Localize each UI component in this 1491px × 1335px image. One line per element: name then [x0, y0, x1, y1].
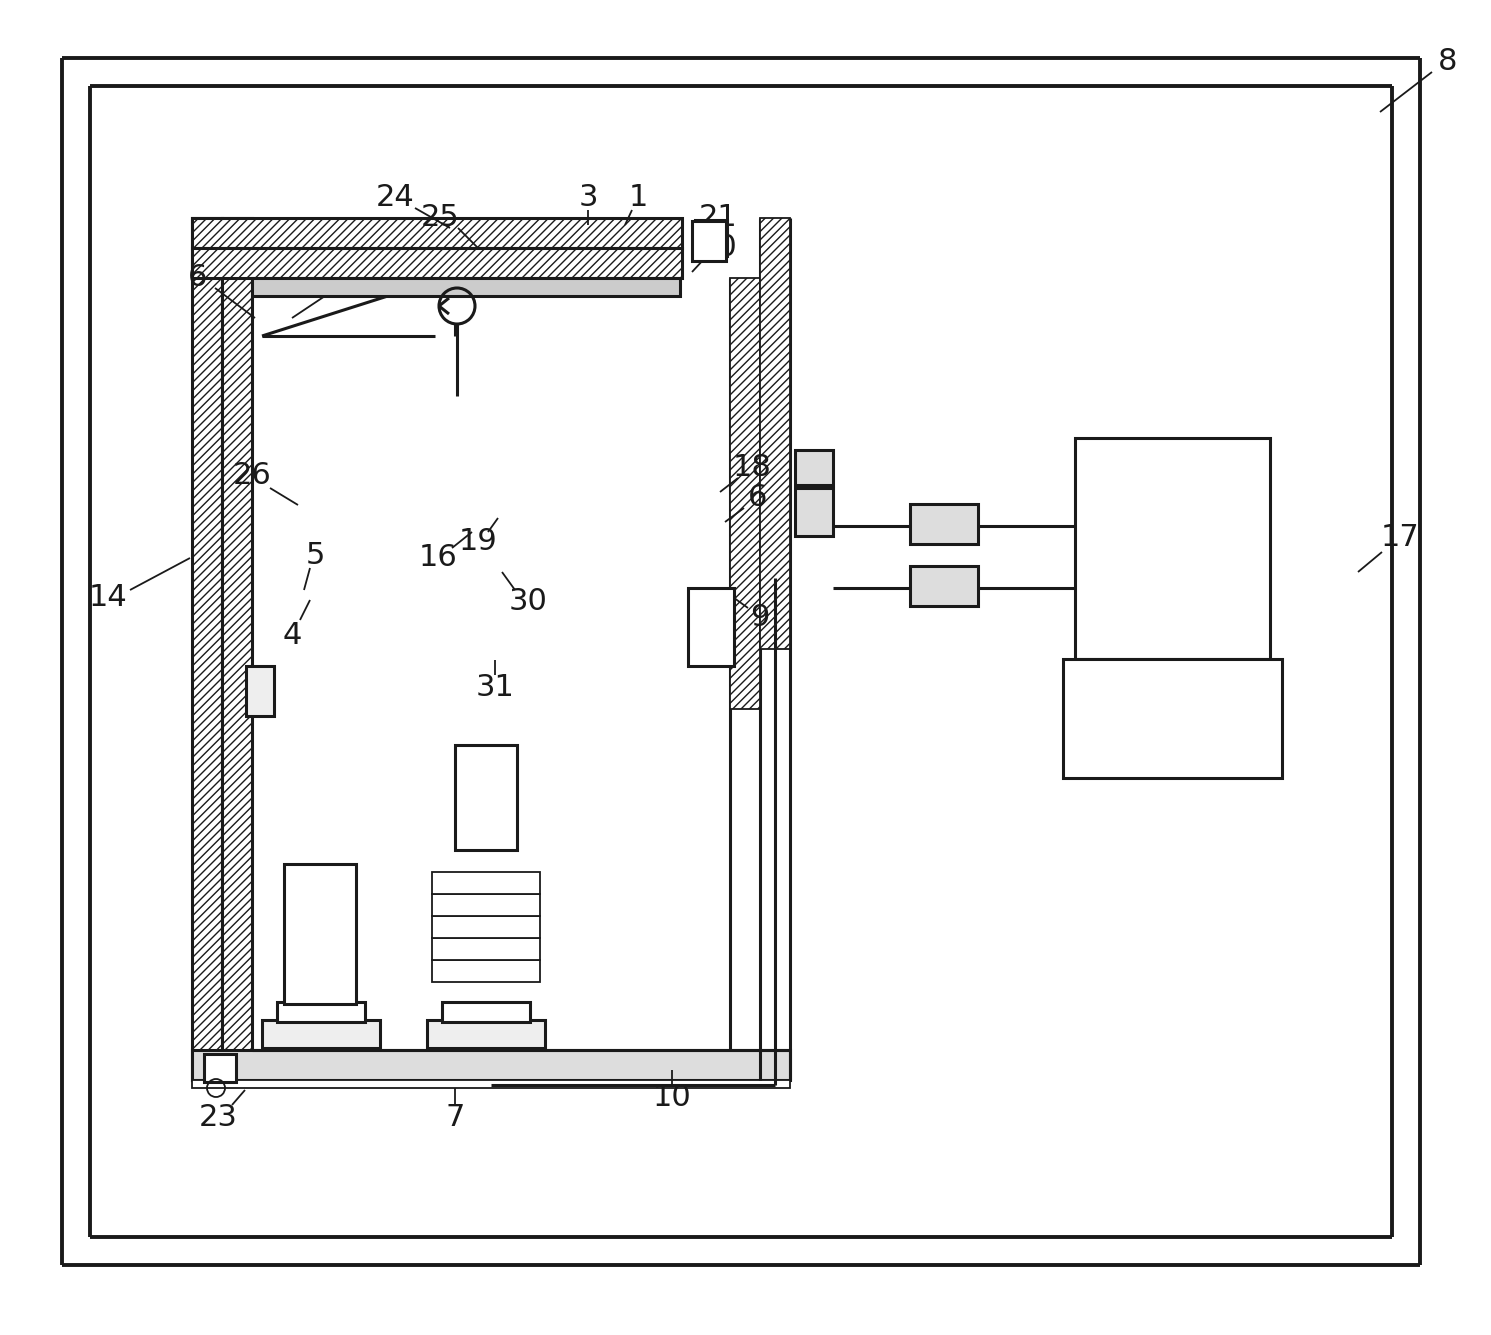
Bar [1063, 659, 1282, 778]
Bar [283, 864, 356, 1004]
Bar [432, 960, 540, 983]
Bar [760, 218, 790, 649]
Text: 21: 21 [699, 203, 738, 232]
Text: 6: 6 [188, 263, 207, 292]
Text: 17: 17 [1381, 523, 1419, 553]
Bar [252, 278, 680, 296]
Bar [204, 1055, 236, 1081]
Bar [192, 1080, 790, 1088]
Text: 14: 14 [88, 583, 127, 613]
Bar [687, 587, 734, 666]
Bar [695, 220, 728, 256]
Bar [192, 248, 683, 278]
Bar [910, 566, 978, 606]
Text: 6: 6 [748, 483, 768, 513]
Text: 23: 23 [198, 1104, 237, 1132]
Text: 9: 9 [750, 603, 769, 633]
Bar [455, 745, 517, 850]
Bar [432, 916, 540, 939]
Bar [262, 1020, 380, 1048]
Text: 20: 20 [699, 234, 738, 263]
Bar [692, 222, 726, 262]
Text: 16: 16 [419, 543, 458, 573]
Bar [795, 450, 833, 485]
Bar [192, 218, 683, 248]
Bar [1075, 438, 1270, 659]
Bar [192, 1051, 790, 1080]
Bar [432, 894, 540, 916]
Bar [426, 1020, 546, 1048]
Bar [731, 278, 760, 709]
Text: 4: 4 [282, 621, 301, 650]
Bar [441, 1003, 529, 1023]
Text: 26: 26 [233, 461, 271, 490]
Text: 7: 7 [446, 1104, 465, 1132]
Bar [795, 489, 833, 535]
Bar [222, 218, 252, 1080]
Text: 1: 1 [628, 183, 647, 212]
Text: 31: 31 [476, 673, 514, 702]
Text: 18: 18 [732, 454, 771, 482]
Bar [192, 218, 222, 1080]
Bar [246, 666, 274, 717]
Text: 25: 25 [420, 203, 459, 232]
Bar [910, 505, 978, 543]
Bar [432, 939, 540, 960]
Text: 19: 19 [459, 527, 498, 557]
Text: 5: 5 [306, 541, 325, 570]
Text: 3: 3 [579, 183, 598, 212]
Text: 10: 10 [653, 1084, 692, 1112]
Text: 24: 24 [376, 183, 414, 212]
Text: 30: 30 [508, 587, 547, 617]
Bar [432, 872, 540, 894]
Text: 8: 8 [1439, 48, 1458, 76]
Bar [277, 1003, 365, 1023]
